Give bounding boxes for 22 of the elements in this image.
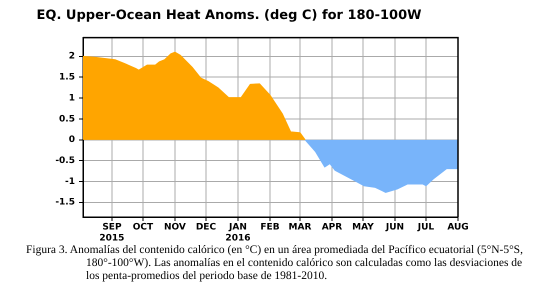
x-tick-label: NOV <box>164 222 186 233</box>
x-tick-label: OCT <box>132 222 154 233</box>
x-tick-label: DEC <box>196 222 216 233</box>
y-tick-label: 0.5 <box>59 114 75 124</box>
y-tick-label: -1 <box>65 176 75 187</box>
x-tick-label: SEP 2015 <box>99 222 124 244</box>
y-tick-label: -0.5 <box>55 156 75 166</box>
x-tick-label: FEB <box>260 222 280 233</box>
x-tick-label: MAY <box>352 222 374 233</box>
y-tick-label: -1.5 <box>55 198 75 208</box>
x-tick-label: JUL <box>416 222 434 233</box>
y-tick-label: 0 <box>68 135 75 146</box>
x-tick-label: JAN 2016 <box>225 222 250 244</box>
x-tick-label: APR <box>322 222 342 233</box>
text: Figura 3. Anomalías del contenido calórico (en °C) en un área promediada del Pacífico ecuatorial (5°N-5°S, 180°-100°W). Las anomalías en el contenido calórico son calculadas como las desviaciones de los penta-promedios del periodo base de 1981-2010. <box>26 244 524 283</box>
x-tick-label: MAR <box>288 222 312 233</box>
chart-title: EQ. Upper-Ocean Heat Anoms. (deg C) for 180-100W <box>36 8 422 24</box>
y-tick-label: 1 <box>68 93 75 104</box>
y-tick-label: 1.5 <box>59 72 75 83</box>
x-tick-label: JUN <box>384 222 404 233</box>
y-tick-label: 2 <box>68 52 75 62</box>
x-tick-label: AUG <box>447 222 469 233</box>
